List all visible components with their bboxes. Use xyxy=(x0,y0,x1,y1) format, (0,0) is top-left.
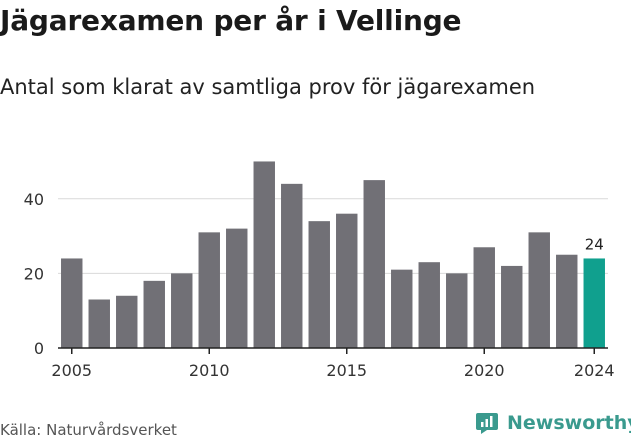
x-tick-label: 2010 xyxy=(189,361,230,380)
bar xyxy=(363,180,385,348)
y-tick-label: 40 xyxy=(24,190,44,209)
bar xyxy=(501,265,523,348)
newsworthy-logo-icon xyxy=(476,413,498,434)
bar xyxy=(116,295,138,348)
x-tick-label: 2024 xyxy=(574,361,615,380)
bar xyxy=(336,213,358,348)
bar xyxy=(171,273,193,348)
bar xyxy=(281,183,303,348)
bar xyxy=(583,258,605,348)
chart-title: Jägarexamen per år i Vellinge xyxy=(0,4,462,37)
bar xyxy=(143,280,165,348)
bar xyxy=(61,258,83,348)
bar xyxy=(528,232,550,348)
x-tick-label: 2005 xyxy=(51,361,92,380)
source-note: Källa: Naturvårdsverket xyxy=(0,421,177,439)
bar xyxy=(226,228,248,348)
x-tick-label: 2020 xyxy=(464,361,505,380)
y-tick-label: 0 xyxy=(34,339,44,358)
brand-name: Newsworthy xyxy=(507,412,631,434)
chart-subtitle: Antal som klarat av samtliga prov för jä… xyxy=(0,75,536,99)
bar xyxy=(391,269,413,348)
bar xyxy=(556,254,578,348)
bar xyxy=(418,262,440,348)
x-tick-label: 2015 xyxy=(326,361,367,380)
y-tick-label: 20 xyxy=(24,264,44,283)
data-label: 24 xyxy=(585,235,604,253)
bar xyxy=(308,221,330,348)
newsworthy-logo: Newsworthy xyxy=(475,409,631,437)
bar xyxy=(198,232,220,348)
bar xyxy=(473,247,495,348)
bar xyxy=(253,161,275,348)
bar xyxy=(446,273,468,348)
bar xyxy=(88,299,110,348)
